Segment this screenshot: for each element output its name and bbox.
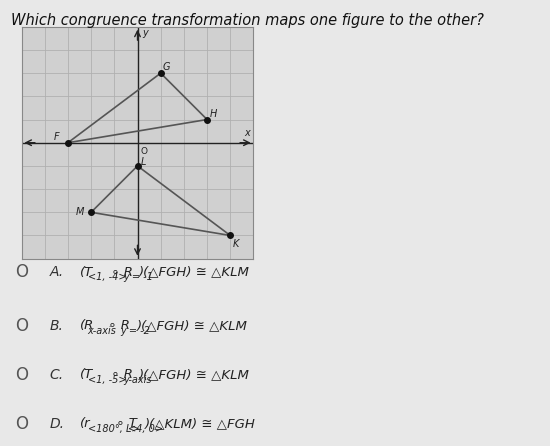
Text: )(△FGH) ≅ △KLM: )(△FGH) ≅ △KLM (136, 319, 248, 332)
Text: x: x (244, 128, 250, 138)
Text: (r: (r (80, 417, 90, 430)
Text: ∘ R: ∘ R (104, 319, 130, 332)
Text: y = -1: y = -1 (123, 273, 153, 282)
Text: )(△KLM) ≅ △FGH: )(△KLM) ≅ △FGH (145, 417, 256, 430)
Text: F: F (54, 132, 59, 142)
Text: )(△FGH) ≅ △KLM: )(△FGH) ≅ △KLM (139, 368, 250, 381)
Text: B.: B. (50, 318, 63, 333)
Text: D.: D. (50, 417, 64, 431)
Text: L: L (141, 157, 146, 167)
Text: y: y (142, 28, 148, 38)
Text: x-axis: x-axis (87, 326, 117, 336)
Text: <1, -5>: <1, -5> (87, 375, 126, 385)
Text: <4, 0>: <4, 0> (128, 424, 163, 434)
Text: ∘ R: ∘ R (107, 368, 133, 381)
Text: K: K (233, 239, 239, 249)
Text: A.: A. (50, 265, 64, 279)
Text: ∘ R: ∘ R (107, 265, 133, 279)
Text: (R: (R (80, 319, 94, 332)
Text: (T: (T (80, 265, 93, 279)
Text: (T: (T (80, 368, 93, 381)
Text: O: O (141, 147, 148, 156)
Text: Which congruence transformation maps one figure to the other?: Which congruence transformation maps one… (11, 13, 484, 29)
Text: )(△FGH) ≅ △KLM: )(△FGH) ≅ △KLM (139, 265, 250, 279)
Text: ∘ T: ∘ T (112, 417, 138, 430)
Text: y = -2: y = -2 (120, 326, 150, 336)
Text: O: O (15, 415, 29, 433)
Text: <1, -4>: <1, -4> (87, 273, 126, 282)
Text: <180°, L>: <180°, L> (87, 424, 139, 434)
Text: C.: C. (50, 368, 64, 382)
Text: O: O (15, 263, 29, 281)
Text: M: M (76, 206, 84, 217)
Text: O: O (15, 317, 29, 334)
Text: O: O (15, 366, 29, 384)
Text: y-axis: y-axis (123, 375, 151, 385)
Text: H: H (210, 109, 217, 119)
Text: G: G (163, 62, 170, 72)
